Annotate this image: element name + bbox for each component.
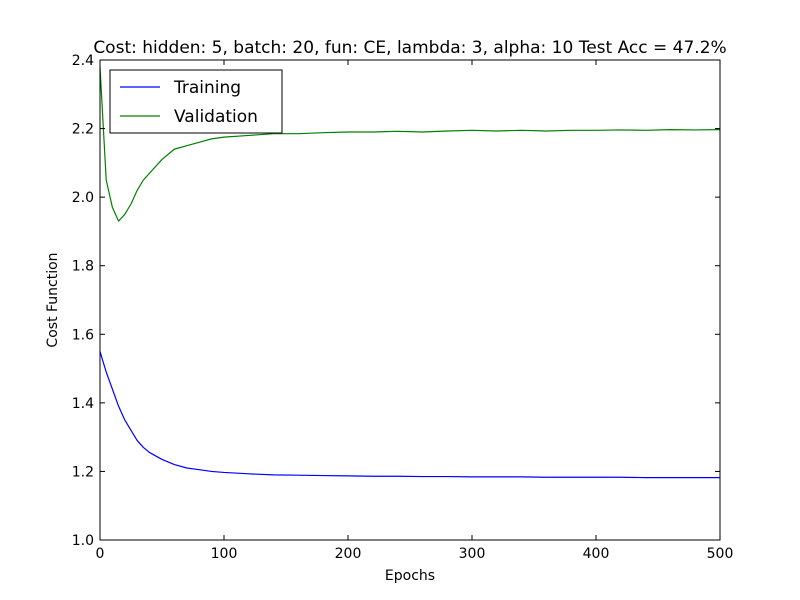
y-tick-label: 1.0 — [72, 533, 94, 549]
x-tick-label: 200 — [335, 546, 362, 562]
ticks-layer: 0 100 200 300 400 500 1.0 1.2 1.4 1.6 1.8 2.0 2.2 2.4 — [72, 53, 734, 562]
plot-background — [100, 60, 720, 540]
legend-label-validation: Validation — [174, 107, 258, 127]
chart-title: Cost: hidden: 5, batch: 20, fun: CE, lam… — [93, 38, 726, 58]
series-layer — [99, 66, 721, 479]
plot-frame — [99, 59, 721, 541]
y-tick-label: 1.6 — [72, 327, 94, 343]
y-tick-label: 1.4 — [72, 396, 94, 412]
x-tick-label: 100 — [211, 546, 238, 562]
series-line-training — [99, 351, 720, 479]
legend-label-training: Training — [173, 78, 241, 98]
y-tick-label: 1.2 — [72, 464, 94, 480]
series-line-validation — [99, 66, 721, 222]
y-axis-label: Cost Function — [45, 252, 61, 347]
x-tick-label: 300 — [459, 546, 486, 562]
y-tick-label: 1.8 — [72, 259, 94, 275]
legend-box — [109, 69, 283, 134]
y-tick-label: 2.0 — [72, 190, 94, 206]
y-tick-label: 2.2 — [72, 122, 94, 138]
legend: Training Validation — [109, 69, 283, 134]
y-tick-label: 2.4 — [72, 53, 94, 69]
plot-area: 0 100 200 300 400 500 1.0 1.2 1.4 1.6 1.8 2.0 2.2 2.4 — [72, 53, 734, 562]
x-tick-label: 400 — [583, 546, 610, 562]
x-axis-label: Epochs — [385, 568, 435, 584]
x-tick-label: 0 — [96, 546, 105, 562]
x-tick-label: 500 — [707, 546, 734, 562]
